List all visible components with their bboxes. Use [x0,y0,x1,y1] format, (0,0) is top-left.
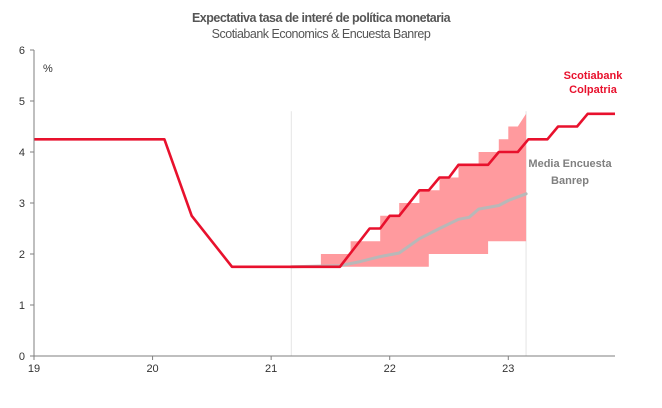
chart-title: Expectativa tasa de interé de política m… [192,11,452,25]
survey-mean-line [289,192,528,269]
survey-label-line1: Media Encuesta [528,158,612,170]
x-axis-ticks: 19 20 21 22 23 [28,356,514,375]
y-axis-unit-label: % [43,63,53,75]
scotiabank-label-line1: Scotiabank [564,70,624,82]
chart-subtitle: Scotiabank Economics & Encuesta Banrep [212,27,431,41]
series-lines [34,112,615,269]
x-tick-label: 19 [28,363,40,375]
x-tick-label: 23 [502,363,514,375]
scotiabank-line [34,112,615,269]
y-tick-label: 1 [19,300,25,312]
y-tick-label: 0 [19,351,25,363]
y-tick-label: 5 [19,96,25,108]
scotiabank-label-line2: Colpatria [569,84,618,96]
axes [33,50,615,357]
y-tick-label: 3 [19,198,25,210]
survey-label-line2: Banrep [551,175,589,187]
x-tick-label: 20 [146,363,158,375]
survey-range-band [291,113,527,267]
x-tick-label: 21 [265,363,277,375]
y-tick-label: 4 [19,147,25,159]
x-tick-label: 22 [384,363,396,375]
y-axis-ticks: 0 1 2 3 4 5 6 [19,45,34,363]
survey-range-area [291,113,527,267]
y-tick-label: 6 [19,45,25,57]
y-tick-label: 2 [19,249,25,261]
